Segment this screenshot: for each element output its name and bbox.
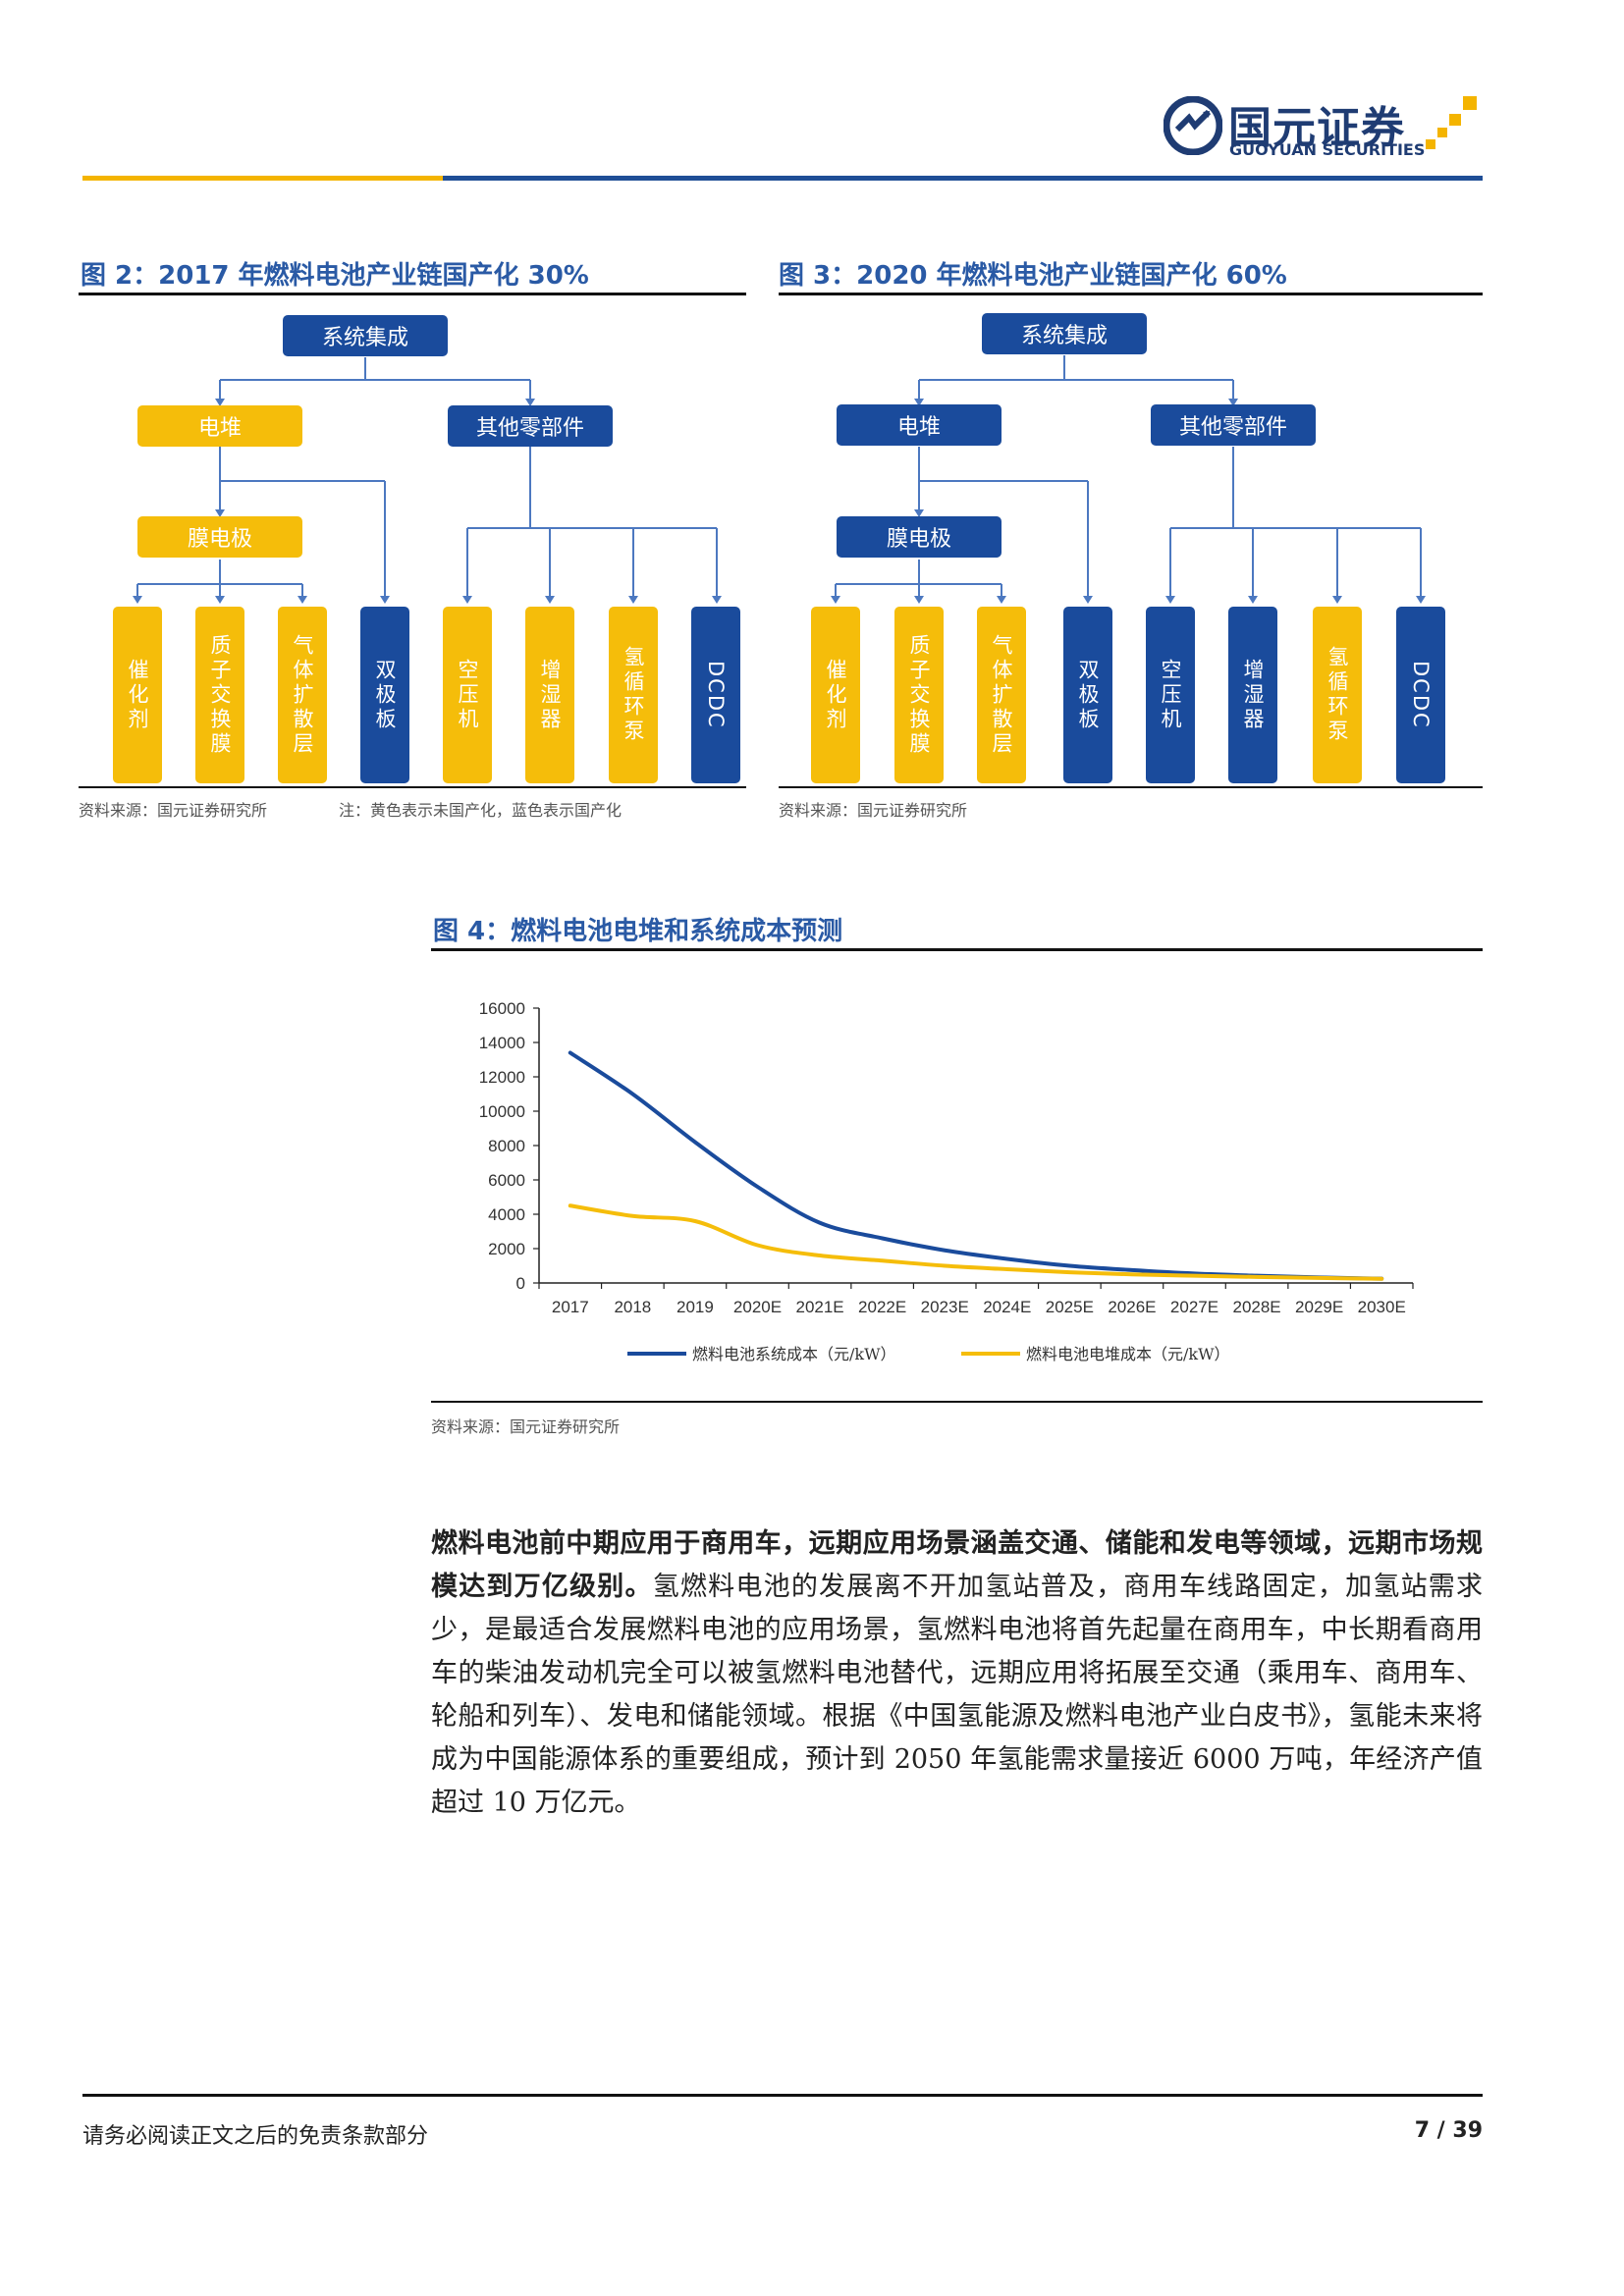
fig3-leaf-catalyst: 催化剂 <box>811 607 860 783</box>
y-tick-label: 12000 <box>479 1068 525 1087</box>
fig4-title: 图 4：燃料电池电堆和系统成本预测 <box>433 917 843 946</box>
fig2-bottom-rule <box>79 786 746 788</box>
footer-rule <box>82 2094 1483 2097</box>
fig3-leaf-humidifier: 增湿器 <box>1228 607 1277 783</box>
x-tick-label: 2022E <box>858 1298 906 1316</box>
fig2-leaf-hydrogen-pump: 氢循环泵 <box>609 607 658 783</box>
x-tick-label: 2028E <box>1232 1298 1280 1316</box>
logo-text-cn: 国元证券 <box>1228 103 1405 153</box>
fig3-leaf-air-compressor: 空压机 <box>1146 607 1195 783</box>
header-accent-line <box>82 176 443 181</box>
legend-label-1: 燃料电池系统成本（元/kW） <box>692 1345 896 1363</box>
x-tick-label: 2029E <box>1295 1298 1343 1316</box>
x-tick-label: 2020E <box>733 1298 782 1316</box>
logo-text-en: GUOYUAN SECURITIES <box>1229 140 1426 159</box>
fig2-leaf-dcdc: DCDC <box>691 607 740 783</box>
fig3-node-stack: 电堆 <box>837 404 1001 446</box>
fig4-bottom-rule <box>431 1401 1483 1403</box>
y-tick-label: 2000 <box>488 1240 525 1258</box>
fig3-node-other-parts: 其他零部件 <box>1151 404 1316 446</box>
x-tick-label: 2026E <box>1108 1298 1156 1316</box>
fig3-leaf-bipolar-plate: 双极板 <box>1063 607 1112 783</box>
x-tick-label: 2021E <box>795 1298 843 1316</box>
fig2-node-stack: 电堆 <box>137 405 302 447</box>
fig2-top-rule <box>79 293 746 295</box>
body-paragraph: 燃料电池前中期应用于商用车，远期应用场景涵盖交通、储能和发电等领域，远期市场规模… <box>431 1522 1483 1825</box>
fig2-source: 资料来源：国元证券研究所 <box>79 801 268 820</box>
fig2-node-mea: 膜电极 <box>137 516 302 558</box>
body-text: 氢燃料电池的发展离不开加氢站普及，商用车线路固定，加氢站需求少，是最适合发展燃料… <box>431 1572 1484 1818</box>
fig2-leaf-bipolar-plate: 双极板 <box>360 607 409 783</box>
x-tick-label: 2019 <box>677 1298 714 1316</box>
fig3-leaf-pem: 质子交换膜 <box>894 607 944 783</box>
x-tick-label: 2017 <box>552 1298 589 1316</box>
body-bold-lead: 燃料电池前中期应用于商用车，远期应用场景涵盖交通、储能和发电等领域，远期市场规模… <box>431 1528 1483 1602</box>
series-line-2 <box>568 1203 1384 1281</box>
fig2-leaf-catalyst: 催化剂 <box>113 607 162 783</box>
header-logo: 国元证券 GUOYUAN SECURITIES <box>1164 92 1488 161</box>
fig2-leaf-air-compressor: 空压机 <box>443 607 492 783</box>
x-tick-label: 2024E <box>983 1298 1031 1316</box>
fig2-connectors <box>133 357 722 604</box>
fig3-bottom-rule <box>779 786 1483 788</box>
fig2-leaf-humidifier: 增湿器 <box>525 607 574 783</box>
fig4-line-chart: 0 2000 4000 6000 8000 10000 12000 14000 16000 201… <box>479 999 1414 1363</box>
fig2-note: 注：黄色表示未国产化，蓝色表示国产化 <box>339 801 623 820</box>
x-tick-label: 2023E <box>921 1298 969 1316</box>
y-tick-label: 6000 <box>488 1171 525 1190</box>
y-tick-label: 14000 <box>479 1034 525 1052</box>
x-tick-label: 2027E <box>1170 1298 1218 1316</box>
fig3-node-mea: 膜电极 <box>837 516 1001 558</box>
footer-disclaimer: 请务必阅读正文之后的免责条款部分 <box>82 2124 429 2149</box>
fig2-leaf-gdl: 气体扩散层 <box>278 607 327 783</box>
fig2-title: 图 2：2017 年燃料电池产业链国产化 30% <box>81 261 589 291</box>
fig3-connectors <box>831 355 1426 604</box>
x-tick-label: 2018 <box>614 1298 651 1316</box>
fig3-leaf-gdl: 气体扩散层 <box>977 607 1026 783</box>
page-number: 7 / 39 <box>1414 2118 1483 2143</box>
y-tick-label: 8000 <box>488 1137 525 1155</box>
guoyuan-logo-icon <box>1164 96 1222 155</box>
x-tick-label: 2025E <box>1046 1298 1094 1316</box>
header-rule <box>443 176 1483 181</box>
fig3-title: 图 3：2020 年燃料电池产业链国产化 60% <box>779 261 1287 291</box>
fig3-source: 资料来源：国元证券研究所 <box>779 801 968 820</box>
fig4-top-rule <box>431 948 1483 951</box>
y-tick-label: 16000 <box>479 999 525 1018</box>
x-tick-label: 2030E <box>1358 1298 1406 1316</box>
y-tick-label: 10000 <box>479 1102 525 1121</box>
fig3-node-system-integration: 系统集成 <box>982 313 1147 354</box>
fig3-leaf-dcdc: DCDC <box>1396 607 1445 783</box>
fig2-node-other-parts: 其他零部件 <box>448 405 613 447</box>
y-tick-label: 4000 <box>488 1205 525 1224</box>
fig4-source: 资料来源：国元证券研究所 <box>431 1417 621 1436</box>
legend-label-2: 燃料电池电堆成本（元/kW） <box>1026 1345 1230 1363</box>
fig3-leaf-hydrogen-pump: 氢循环泵 <box>1313 607 1362 783</box>
y-tick-label: 0 <box>516 1274 525 1293</box>
fig2-leaf-pem: 质子交换膜 <box>195 607 244 783</box>
fig2-node-system-integration: 系统集成 <box>283 315 448 356</box>
logo-squares-icon <box>1426 96 1477 149</box>
fig3-top-rule <box>779 293 1483 295</box>
series-line-1 <box>568 1050 1384 1281</box>
